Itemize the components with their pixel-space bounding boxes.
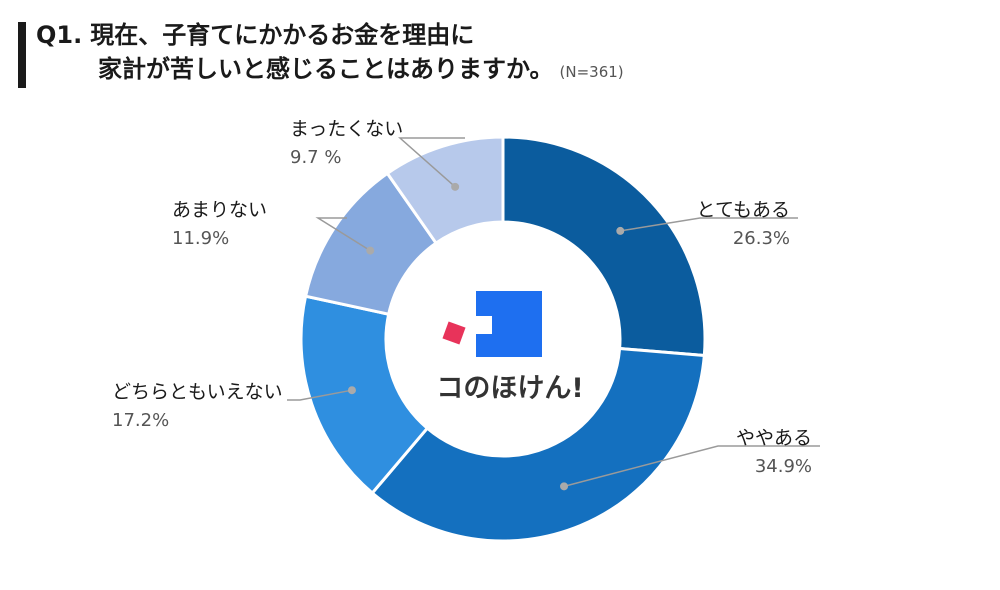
title-line-2: 家計が苦しいと感じることはありますか。 [98, 55, 554, 83]
question-number: Q1. [36, 21, 83, 49]
leader-line [563, 445, 820, 488]
category-label: とてもある [697, 199, 790, 221]
value-label: 26.3% [733, 228, 790, 249]
leader-dot [366, 246, 375, 255]
title-accent-bar [18, 22, 26, 88]
donut-slices [299, 135, 707, 543]
logo-text: コのほけん! [436, 373, 583, 404]
logo-red-diamond [442, 321, 466, 345]
value-label: 9.7 % [290, 147, 341, 168]
logo-square-notch [468, 316, 492, 334]
leader-dot [560, 482, 569, 491]
donut-slice [370, 346, 706, 543]
value-label: 34.9% [755, 456, 812, 477]
donut-slice [501, 135, 707, 358]
category-label: ややある [736, 427, 812, 449]
chart-title: Q1. 現在、子育てにかかるお金を理由に 家計が苦しいと感じることはありますか。 (… [36, 18, 624, 89]
slice-labels: とてもある 26.3% ややある 34.9% どちらともいえない 17.2% あまりない 11… [112, 118, 812, 477]
category-label: あまりない [172, 199, 267, 221]
leader-line [398, 137, 465, 188]
title-line-1: 現在、子育てにかかるお金を理由に [90, 21, 475, 49]
leader-line [620, 217, 798, 232]
value-label: 11.9% [172, 228, 229, 249]
leader-lines [287, 137, 820, 491]
leader-line [315, 217, 371, 252]
category-label: まったくない [290, 118, 403, 140]
leader-dot [616, 226, 625, 235]
category-label: どちらともいえない [112, 381, 283, 403]
logo: コのほけん! [436, 291, 584, 404]
leader-dot [451, 182, 460, 191]
sample-size: (N=361) [559, 63, 624, 81]
value-label: 17.2% [112, 410, 169, 431]
leader-line [287, 389, 353, 401]
donut-slice [385, 135, 505, 246]
leader-dot [347, 386, 356, 395]
